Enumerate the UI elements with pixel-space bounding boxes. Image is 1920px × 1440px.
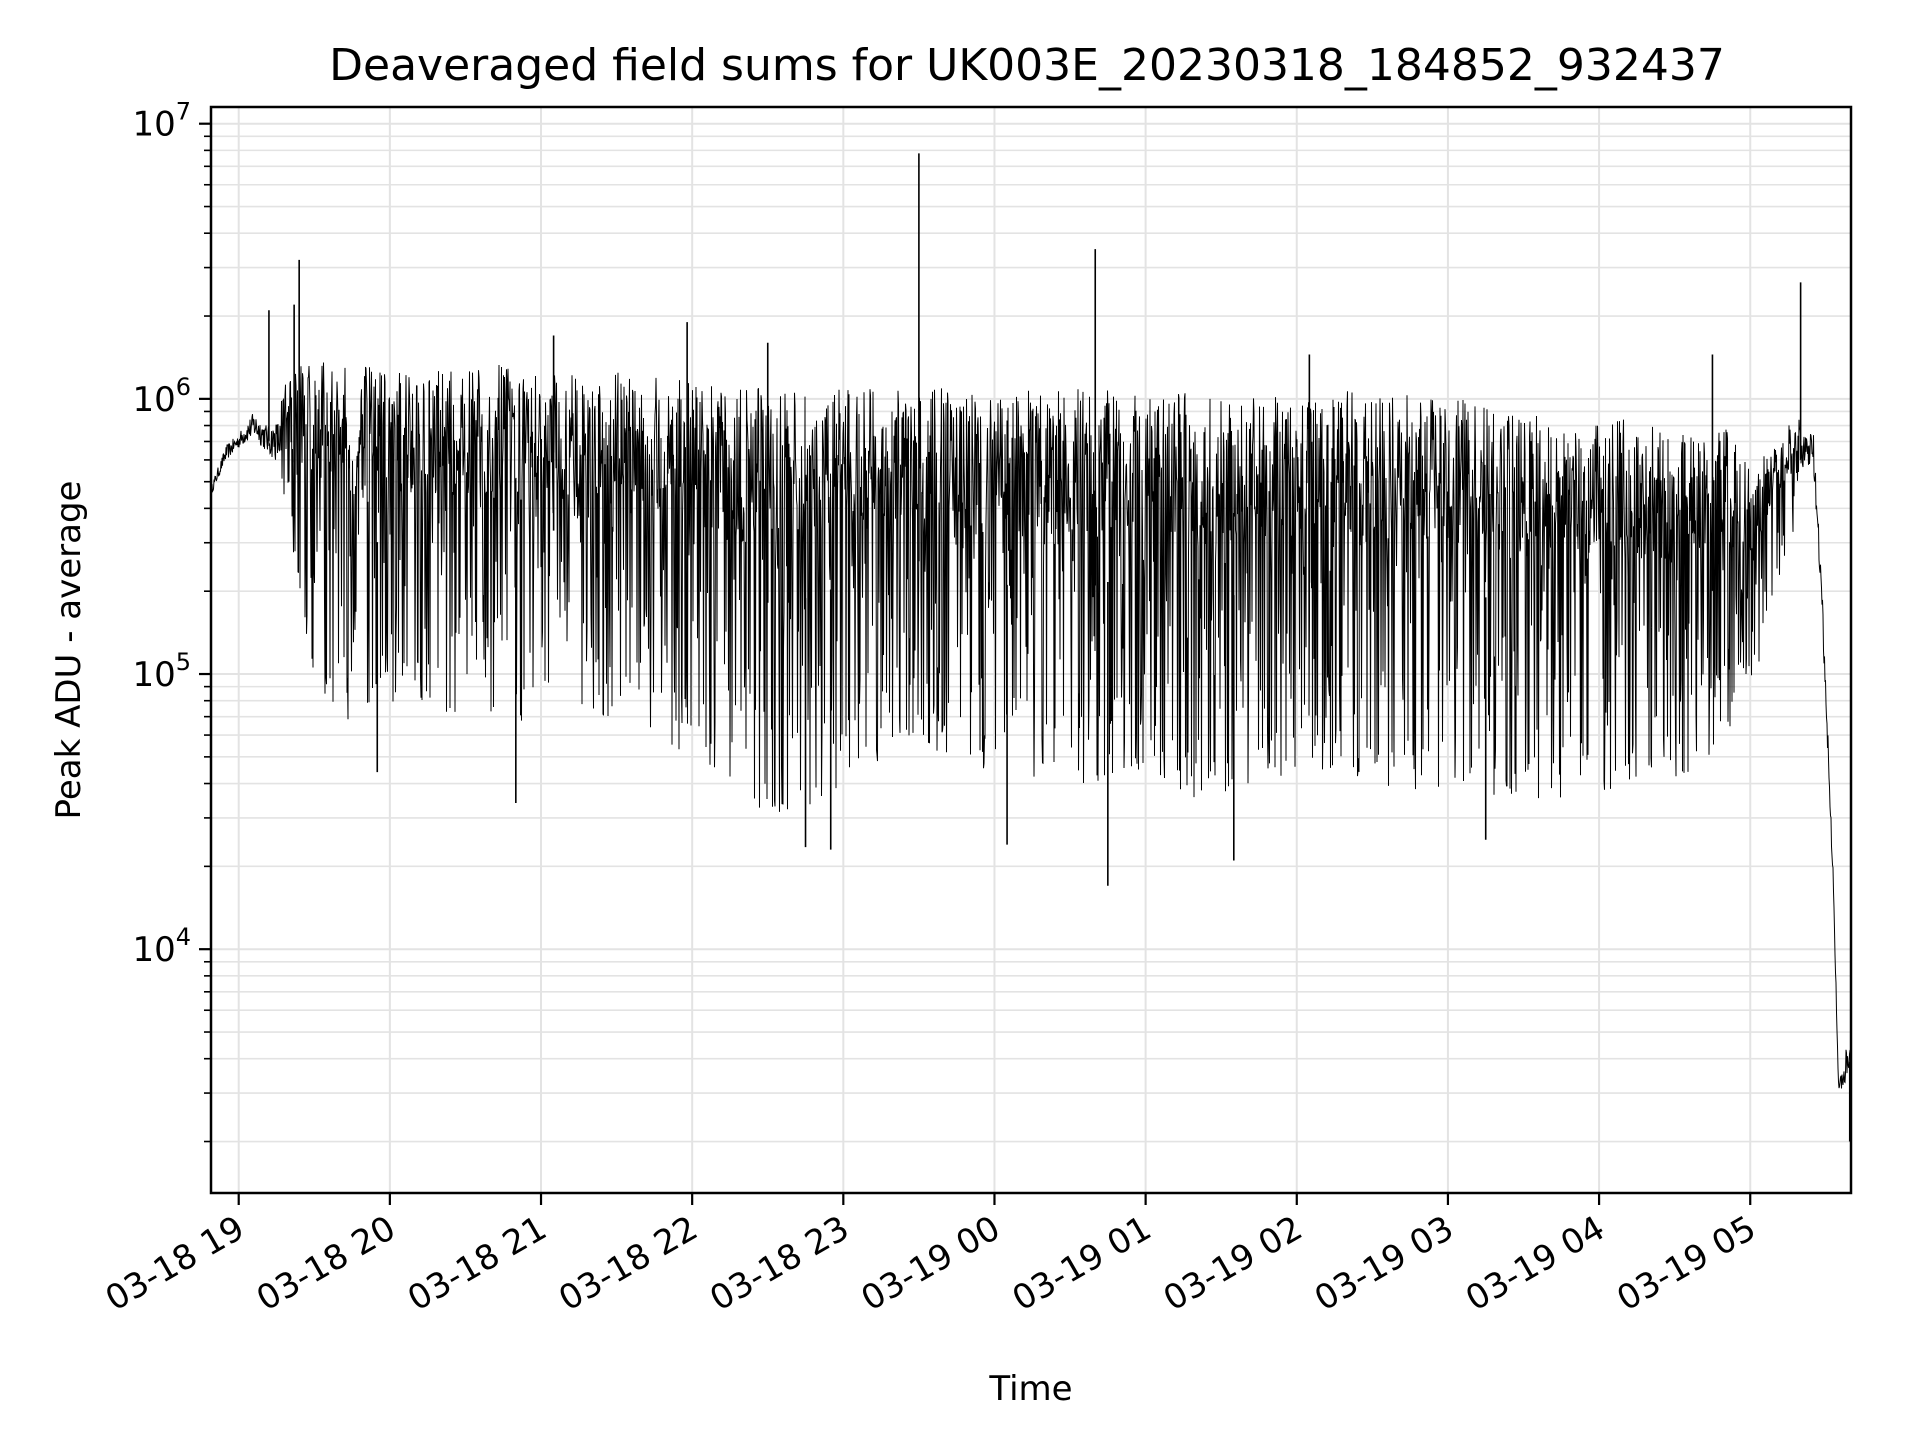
plot-frame (209, 105, 1853, 1195)
x-axis-label: Time (988, 1369, 1072, 1409)
y-tick-label: 107 (132, 98, 191, 145)
y-tick-label: 105 (132, 648, 191, 695)
y-axis-label: Peak ADU - average (49, 481, 89, 820)
y-axis: 104 105 106 107 (132, 98, 211, 1143)
y-tick-label: 104 (132, 923, 191, 970)
series-line (210, 362, 1852, 1089)
chart-title: Deaveraged field sums for UK003E_2023031… (329, 40, 1725, 91)
y-tick-label: 106 (132, 373, 191, 420)
grid (211, 107, 1851, 1193)
data-series (210, 153, 1852, 1142)
